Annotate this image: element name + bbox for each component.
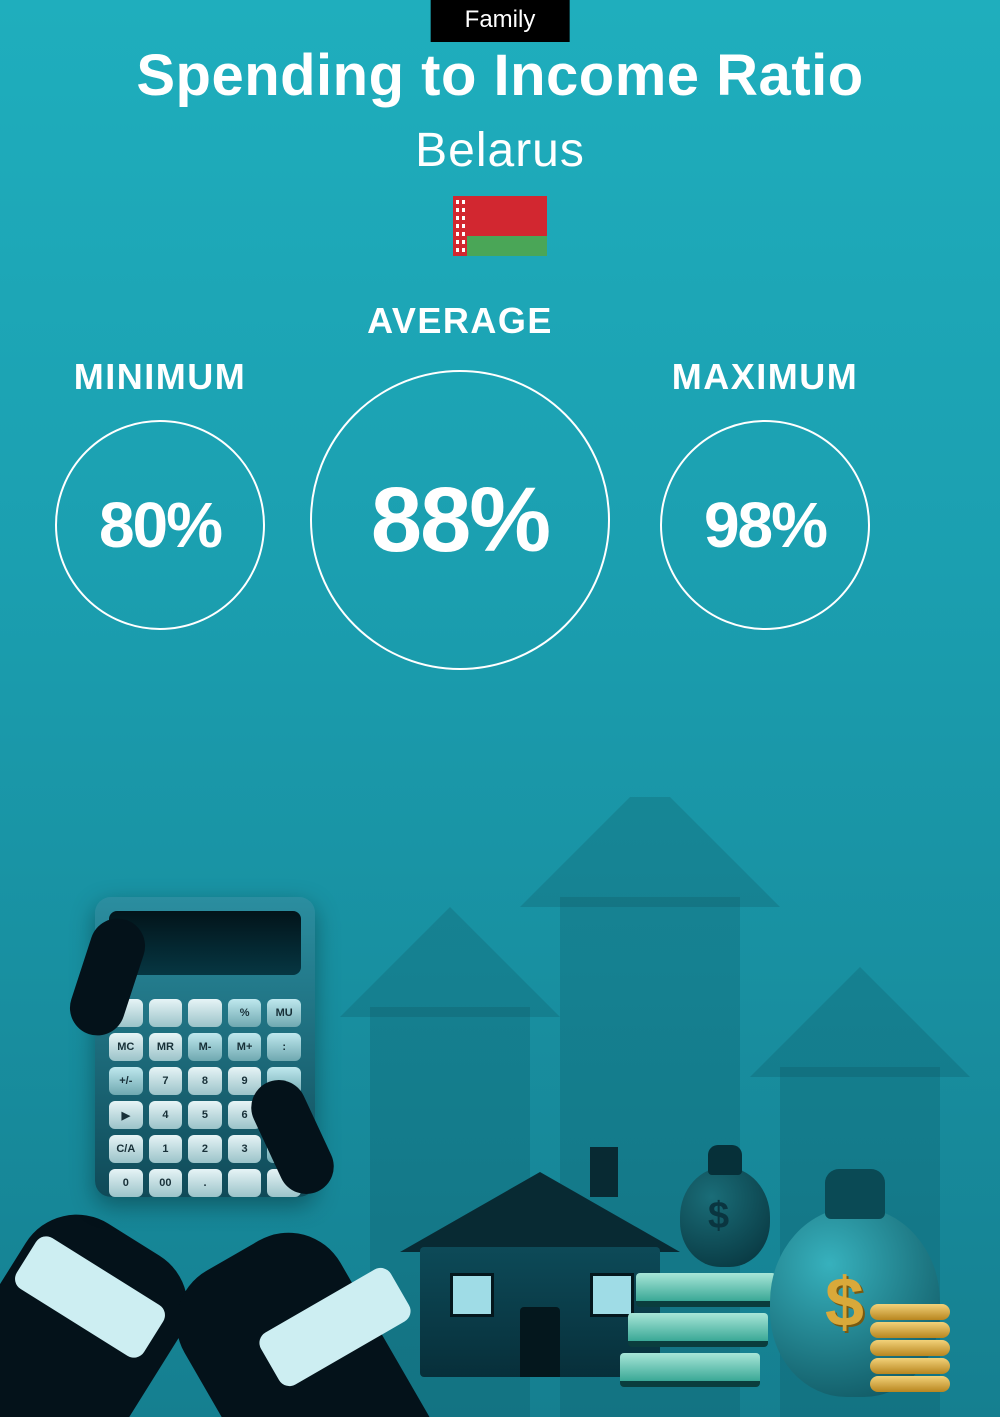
money-bag-small-icon: $ <box>680 1167 770 1267</box>
stat-maximum-label: MAXIMUM <box>655 356 875 398</box>
category-tag: Family <box>431 0 570 42</box>
calc-key: 0 <box>109 1169 143 1197</box>
calc-key: 8 <box>188 1067 222 1095</box>
calc-key: +/- <box>109 1067 143 1095</box>
calc-key <box>228 1169 262 1197</box>
calc-key: M- <box>188 1033 222 1061</box>
illustration-area: $ $ %MUMCMRM-M+:+/-789-▶456+C/A123=000. <box>0 797 1000 1417</box>
calc-key: C/A <box>109 1135 143 1163</box>
calc-key <box>188 999 222 1027</box>
flag-icon <box>453 196 547 256</box>
hands-calculator-icon: %MUMCMRM-M+:+/-789-▶456+C/A123=000. <box>0 817 480 1417</box>
stat-average-label: AVERAGE <box>310 300 610 342</box>
calc-key: MR <box>149 1033 183 1061</box>
calc-key: 00 <box>149 1169 183 1197</box>
calc-key: . <box>188 1169 222 1197</box>
stat-average: AVERAGE 88% <box>310 300 610 670</box>
header-block: Spending to Income Ratio Belarus <box>0 42 1000 256</box>
stat-maximum-circle: 98% <box>660 420 870 630</box>
calc-key: % <box>228 999 262 1027</box>
stats-row: MINIMUM 80% AVERAGE 88% MAXIMUM 98% <box>0 300 1000 720</box>
calc-key: 5 <box>188 1101 222 1129</box>
calc-key: 4 <box>149 1101 183 1129</box>
calc-key <box>149 999 183 1027</box>
calc-key: 1 <box>149 1135 183 1163</box>
calc-key: 2 <box>188 1135 222 1163</box>
country-name: Belarus <box>0 123 1000 178</box>
calc-key: MU <box>267 999 301 1027</box>
calc-key: : <box>267 1033 301 1061</box>
stat-average-circle: 88% <box>310 370 610 670</box>
stat-maximum: MAXIMUM 98% <box>655 356 875 630</box>
calc-key: ▶ <box>109 1101 143 1129</box>
calc-key: M+ <box>228 1033 262 1061</box>
coin-stack-icon <box>870 1302 950 1392</box>
stat-minimum: MINIMUM 80% <box>50 356 270 630</box>
cash-stack-icon <box>620 1247 770 1387</box>
stat-average-value: 88% <box>371 468 549 573</box>
stat-minimum-circle: 80% <box>55 420 265 630</box>
page-title: Spending to Income Ratio <box>0 42 1000 109</box>
stat-minimum-value: 80% <box>99 488 221 562</box>
calc-key: MC <box>109 1033 143 1061</box>
calc-key: 7 <box>149 1067 183 1095</box>
calc-key: 3 <box>228 1135 262 1163</box>
stat-minimum-label: MINIMUM <box>50 356 270 398</box>
stat-maximum-value: 98% <box>704 488 826 562</box>
